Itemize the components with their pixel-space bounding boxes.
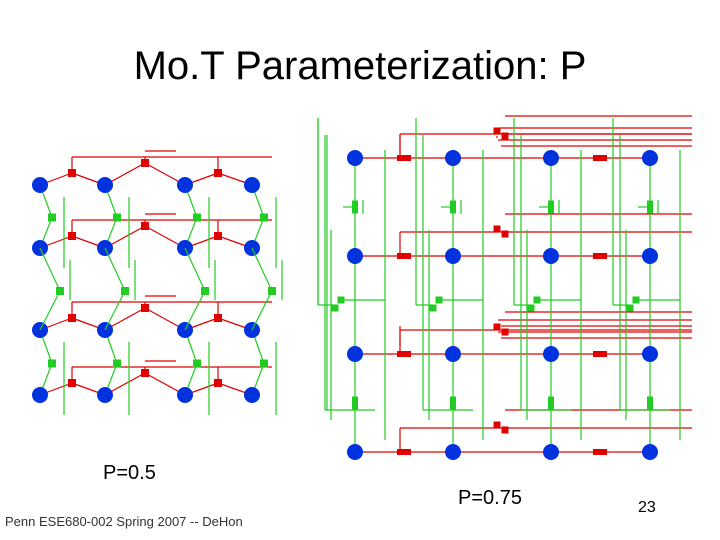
green-switch xyxy=(113,213,121,222)
red-switch xyxy=(501,426,509,434)
page-number: 23 xyxy=(638,499,656,516)
red-switch xyxy=(68,232,76,240)
red-switch xyxy=(493,225,501,233)
slide-title: Mo.T Parameterization: P xyxy=(133,44,587,88)
right-label: P=0.75 xyxy=(458,487,522,509)
red-switch xyxy=(214,232,222,240)
node xyxy=(347,248,363,264)
red-switch xyxy=(68,314,76,322)
node xyxy=(347,150,363,166)
green-wire xyxy=(184,290,206,331)
node xyxy=(445,444,461,460)
red-switch xyxy=(397,449,411,455)
red-switch xyxy=(68,169,76,177)
red-switch xyxy=(493,323,501,331)
red-switch xyxy=(593,253,607,259)
green-switch xyxy=(268,287,276,295)
green-wire xyxy=(251,247,273,292)
red-switch xyxy=(493,421,501,429)
node xyxy=(543,444,559,460)
red-switch xyxy=(593,155,607,161)
node xyxy=(97,387,113,403)
node xyxy=(445,346,461,362)
red-switch xyxy=(593,351,607,357)
red-switch xyxy=(141,369,149,377)
red-switch xyxy=(493,127,501,135)
green-switch xyxy=(48,359,56,368)
red-switch xyxy=(397,253,411,259)
node xyxy=(642,150,658,166)
green-switch xyxy=(193,359,201,368)
node xyxy=(32,177,48,193)
node xyxy=(642,444,658,460)
green-switch xyxy=(626,304,634,312)
red-switch xyxy=(501,230,509,238)
green-switch xyxy=(193,213,201,222)
node xyxy=(347,444,363,460)
left-label: P=0.5 xyxy=(103,462,156,484)
node xyxy=(97,177,113,193)
green-switch xyxy=(429,304,437,312)
green-switch xyxy=(527,304,535,312)
red-switch xyxy=(141,222,149,230)
node xyxy=(244,177,260,193)
red-switch xyxy=(68,379,76,387)
node xyxy=(244,387,260,403)
node xyxy=(177,387,193,403)
green-wire xyxy=(39,290,61,331)
node xyxy=(445,248,461,264)
green-switch xyxy=(331,304,339,312)
red-switch xyxy=(501,132,509,140)
green-switch xyxy=(48,213,56,222)
red-switch xyxy=(214,379,222,387)
red-switch xyxy=(214,314,222,322)
red-switch xyxy=(141,159,149,167)
green-wire xyxy=(104,247,126,292)
green-wire xyxy=(104,290,126,331)
node xyxy=(177,177,193,193)
green-switch xyxy=(260,359,268,368)
green-wire xyxy=(251,290,273,331)
green-wire xyxy=(39,247,61,292)
node xyxy=(642,248,658,264)
red-switch xyxy=(397,351,411,357)
green-wire xyxy=(184,247,206,292)
red-switch xyxy=(214,169,222,177)
node xyxy=(543,248,559,264)
node xyxy=(347,346,363,362)
green-switch xyxy=(56,287,64,295)
green-switch xyxy=(121,287,129,295)
node xyxy=(32,387,48,403)
footer: Penn ESE680-002 Spring 2007 -- DeHon xyxy=(5,514,243,529)
node xyxy=(543,150,559,166)
node xyxy=(543,346,559,362)
node xyxy=(445,150,461,166)
green-switch xyxy=(260,213,268,222)
red-switch xyxy=(397,155,411,161)
red-switch xyxy=(593,449,607,455)
green-switch xyxy=(201,287,209,295)
red-switch xyxy=(501,328,509,336)
red-switch xyxy=(141,304,149,312)
node xyxy=(642,346,658,362)
green-switch xyxy=(113,359,121,368)
